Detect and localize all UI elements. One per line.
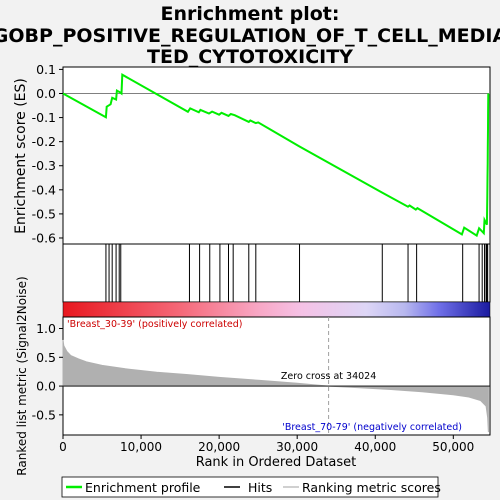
es-panel-background: [62, 66, 491, 245]
legend-label-hits: Hits: [248, 480, 272, 495]
x-axis: 0 10,000 20,000 30,000 40,000 50,000: [59, 435, 474, 454]
x-axis-label: Rank in Ordered Dataset: [196, 455, 357, 470]
ranking-y-tick-label: 0.0: [36, 379, 56, 394]
ranking-y-tick-label: 1.0: [36, 321, 56, 336]
es-y-tick-label: 0.0: [36, 86, 56, 101]
ranking-y-tick-label: 0.5: [36, 350, 56, 365]
legend-label-ranking-metric-scores: Ranking metric scores: [302, 480, 441, 495]
hits-panel-background: [62, 243, 491, 303]
legend-item-enrichment-profile: Enrichment profile: [66, 480, 201, 495]
ranking-y-axis-label: Ranked list metric (Signal2Noise): [15, 276, 29, 475]
legend-item-ranking-metric-scores: Ranking metric scores: [283, 480, 441, 495]
title-line-1: Enrichment plot:: [161, 3, 340, 25]
title-line-2: GOBP_POSITIVE_REGULATION_OF_T_CELL_MEDIA: [0, 25, 500, 47]
legend-item-hits: Hits: [224, 480, 272, 495]
ranking-y-tick-label: -0.5: [32, 407, 56, 422]
es-y-tick-label: 0.1: [36, 62, 56, 77]
negative-correlated-label: 'Breast_70-79' (negatively correlated): [282, 422, 462, 433]
x-tick-label: 0: [59, 440, 67, 454]
ranked-list-color-bar: [62, 301, 491, 318]
zero-cross-label: Zero cross at 34024: [281, 371, 376, 382]
x-tick-label: 20,000: [198, 440, 240, 454]
es-y-tick-label: -0.6: [32, 230, 56, 245]
legend-label-enrichment-profile: Enrichment profile: [85, 480, 201, 495]
positive-correlated-label: 'Breast_30-39' (positively correlated): [67, 319, 243, 330]
es-y-tick-label: -0.4: [32, 182, 56, 197]
es-y-tick-label: -0.1: [32, 110, 56, 125]
es-y-tick-label: -0.5: [32, 206, 56, 221]
hits-group: [105, 244, 489, 302]
es-y-axis: 0.1 0.0 -0.1 -0.2 -0.3 -0.4 -0.5 -0.6: [32, 62, 63, 245]
legend-box: [61, 476, 439, 498]
ranking-y-axis: 1.0 0.5 0.0 -0.5: [32, 321, 63, 422]
es-y-axis-label: Enrichment score (ES): [13, 78, 29, 234]
x-tick-label: 10,000: [120, 440, 162, 454]
x-tick-label: 50,000: [432, 440, 474, 454]
es-y-tick-label: -0.2: [32, 134, 56, 149]
x-tick-label: 30,000: [276, 440, 318, 454]
x-tick-label: 40,000: [354, 440, 396, 454]
enrichment-profile-line: [62, 73, 490, 238]
es-y-tick-label: -0.3: [32, 158, 56, 173]
title-line-3: TED_CYTOTOXICITY: [147, 46, 353, 68]
